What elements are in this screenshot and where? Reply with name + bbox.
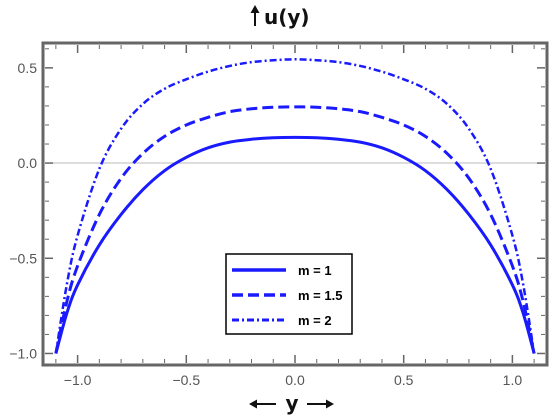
- legend: m = 1 m = 1.5 m = 2: [225, 253, 353, 335]
- right-arrow-icon: [307, 399, 334, 409]
- x-axis-title: y: [285, 391, 298, 415]
- y-axis-title: u(y): [264, 5, 310, 29]
- y-tick-label: −0.5: [9, 250, 37, 266]
- x-axis-title-group: y: [249, 391, 334, 415]
- legend-label-1: m = 1: [298, 263, 332, 278]
- y-axis-title-group: u(y): [250, 5, 310, 29]
- series-line-2: [54, 105, 536, 354]
- x-tick-label: 0.5: [394, 372, 414, 388]
- up-arrow-icon: [250, 5, 260, 26]
- legend-label-3: m = 2: [298, 313, 332, 328]
- legend-box: [225, 253, 353, 335]
- y-tick-label: −1.0: [9, 345, 37, 361]
- x-tick-label: 1.0: [503, 372, 523, 388]
- x-tick-label: −1.0: [64, 372, 92, 388]
- axis-ticks: −1.0 −0.5 0.0 0.5 −1.0 −0.5 0.0 0.5 1.0: [9, 45, 545, 388]
- plot-frame: [41, 41, 549, 367]
- left-arrow-icon: [249, 399, 276, 409]
- y-tick-label: 0.5: [18, 60, 38, 76]
- series-lines: [54, 58, 536, 354]
- x-tick-label: 0.0: [285, 372, 305, 388]
- legend-label-2: m = 1.5: [298, 288, 342, 303]
- x-tick-label: −0.5: [172, 372, 200, 388]
- series-line-3: [54, 58, 536, 354]
- series-line-1: [54, 135, 536, 354]
- y-tick-label: 0.0: [18, 155, 38, 171]
